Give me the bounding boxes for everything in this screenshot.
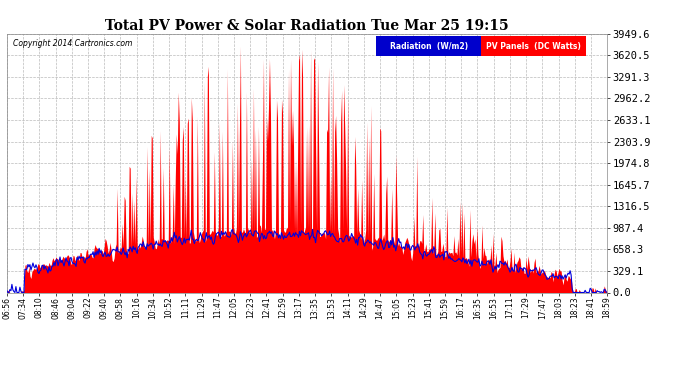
Text: Radiation  (W/m2): Radiation (W/m2)	[390, 42, 468, 51]
FancyBboxPatch shape	[376, 36, 481, 56]
Text: PV Panels  (DC Watts): PV Panels (DC Watts)	[486, 42, 581, 51]
FancyBboxPatch shape	[481, 36, 586, 56]
Text: Copyright 2014 Cartronics.com: Copyright 2014 Cartronics.com	[13, 39, 132, 48]
Title: Total PV Power & Solar Radiation Tue Mar 25 19:15: Total PV Power & Solar Radiation Tue Mar…	[106, 19, 509, 33]
